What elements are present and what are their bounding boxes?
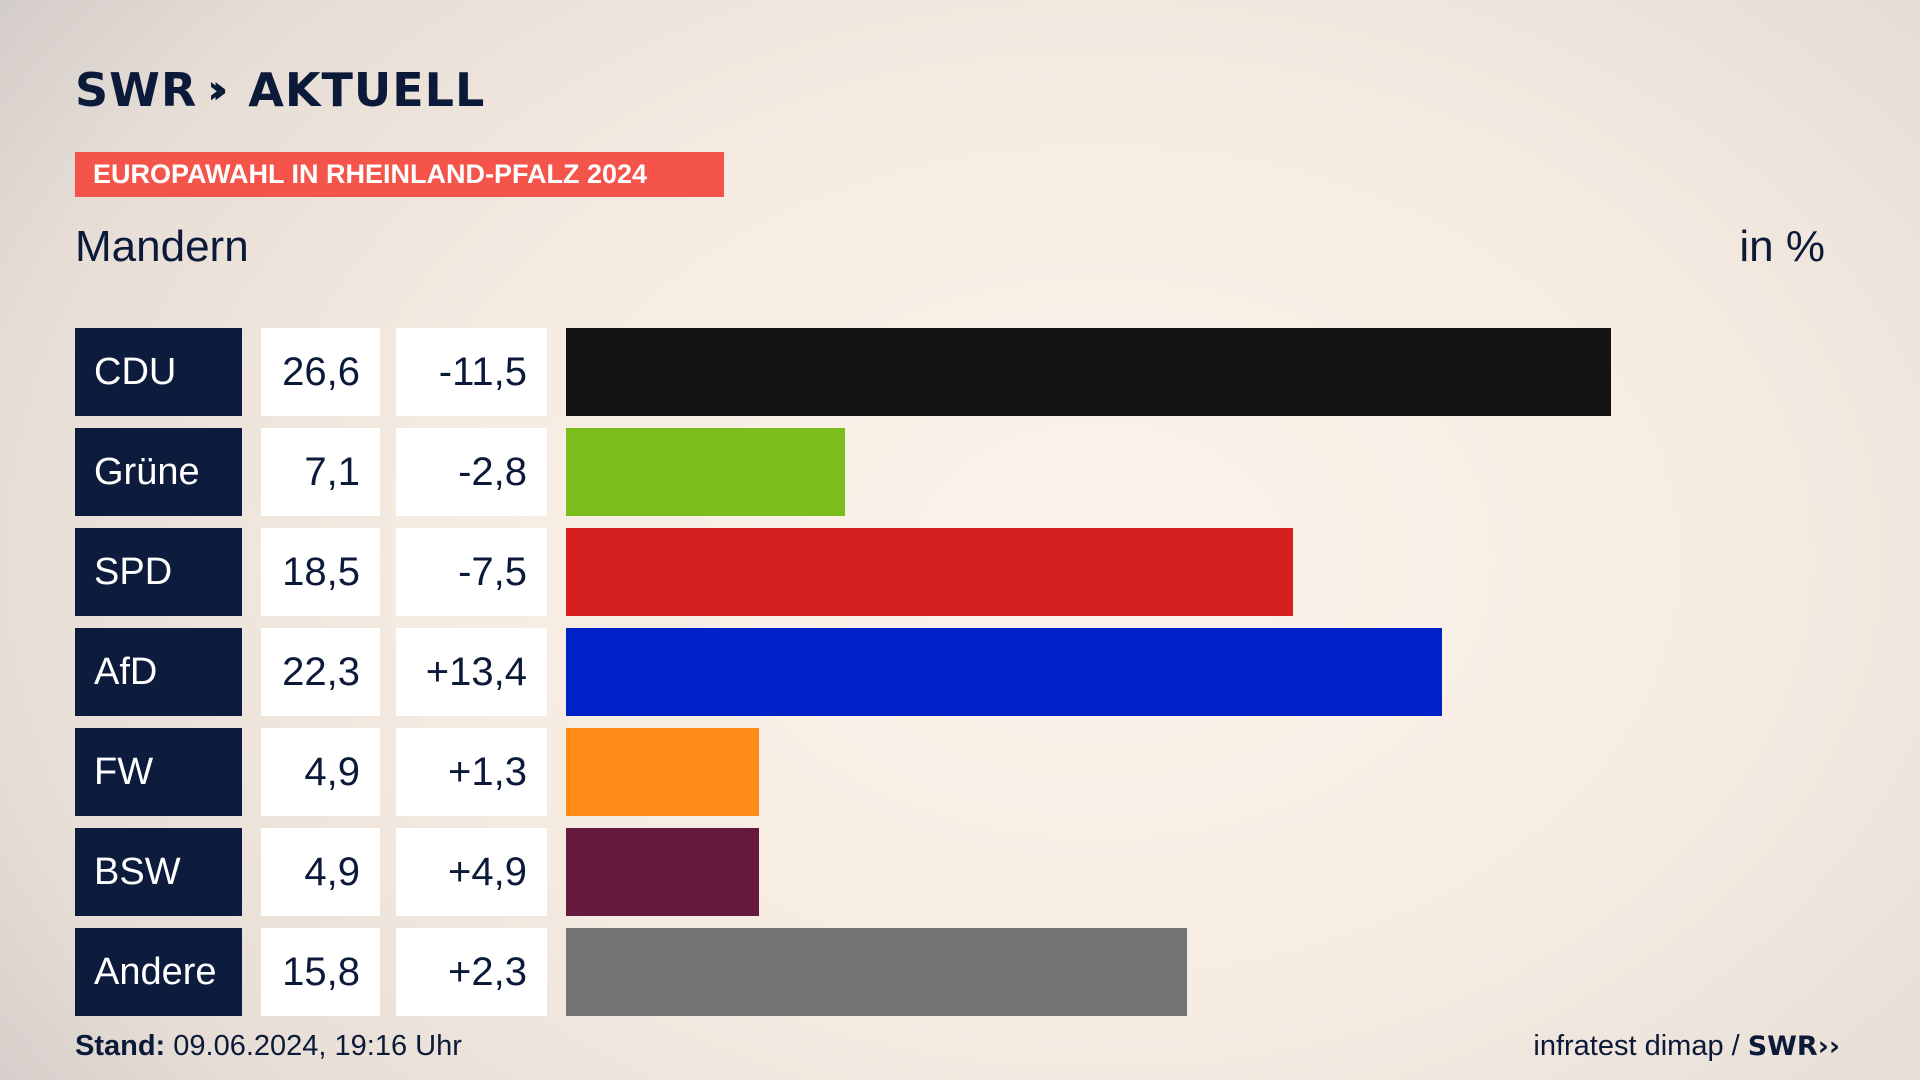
vote-share-label: 4,9 [261,828,380,916]
source-logo: SWR›› [1747,1031,1840,1062]
vote-bar [566,428,845,516]
source-chevrons-icon: ›› [1817,1031,1840,1062]
result-row: BSW 4,9 +4,9 [75,828,1845,916]
change-label: +1,3 [396,728,547,816]
vote-bar [566,828,759,916]
vote-bar [566,928,1187,1016]
vote-share-label: 7,1 [261,428,380,516]
party-label: AfD [75,628,242,716]
change-label: -7,5 [396,528,547,616]
change-label: -2,8 [396,428,547,516]
logo-swr-text: SWR [75,63,198,117]
change-label: -11,5 [396,328,547,416]
logo-aktuell-text: AKTUELL [248,63,486,117]
result-row: Andere 15,8 +2,3 [75,928,1845,1016]
stand-label: Stand: [75,1030,166,1062]
timestamp: Stand: 09.06.2024, 19:16 Uhr [75,1030,462,1063]
vote-bar [566,528,1293,616]
results-chart: CDU 26,6 -11,5 Grüne 7,1 -2,8 SPD 18,5 -7,5 AfD 22… [75,328,1845,1028]
party-label: SPD [75,528,242,616]
change-label: +4,9 [396,828,547,916]
stand-value: 09.06.2024, 19:16 Uhr [173,1030,462,1062]
vote-bar [566,628,1442,716]
vote-share-label: 4,9 [261,728,380,816]
source-text: infratest dimap / [1533,1030,1740,1062]
party-label: CDU [75,328,242,416]
vote-share-label: 22,3 [261,628,380,716]
party-label: FW [75,728,242,816]
vote-share-label: 26,6 [261,328,380,416]
unit-label: in % [1739,222,1825,271]
change-label: +2,3 [396,928,547,1016]
result-row: Grüne 7,1 -2,8 [75,428,1845,516]
vote-share-label: 15,8 [261,928,380,1016]
result-row: SPD 18,5 -7,5 [75,528,1845,616]
source-credit: infratest dimap / SWR›› [1533,1030,1840,1063]
result-row: CDU 26,6 -11,5 [75,328,1845,416]
party-label: BSW [75,828,242,916]
vote-bar [566,728,759,816]
chevrons-icon: ›› [207,67,228,113]
party-label: Grüne [75,428,242,516]
result-row: FW 4,9 +1,3 [75,728,1845,816]
election-banner: EUROPAWAHL IN RHEINLAND-PFALZ 2024 [75,152,724,197]
vote-share-label: 18,5 [261,528,380,616]
change-label: +13,4 [396,628,547,716]
result-row: AfD 22,3 +13,4 [75,628,1845,716]
party-label: Andere [75,928,242,1016]
swr-aktuell-logo: SWR ›› AKTUELL [75,63,486,117]
vote-bar [566,328,1611,416]
place-title: Mandern [75,222,249,271]
